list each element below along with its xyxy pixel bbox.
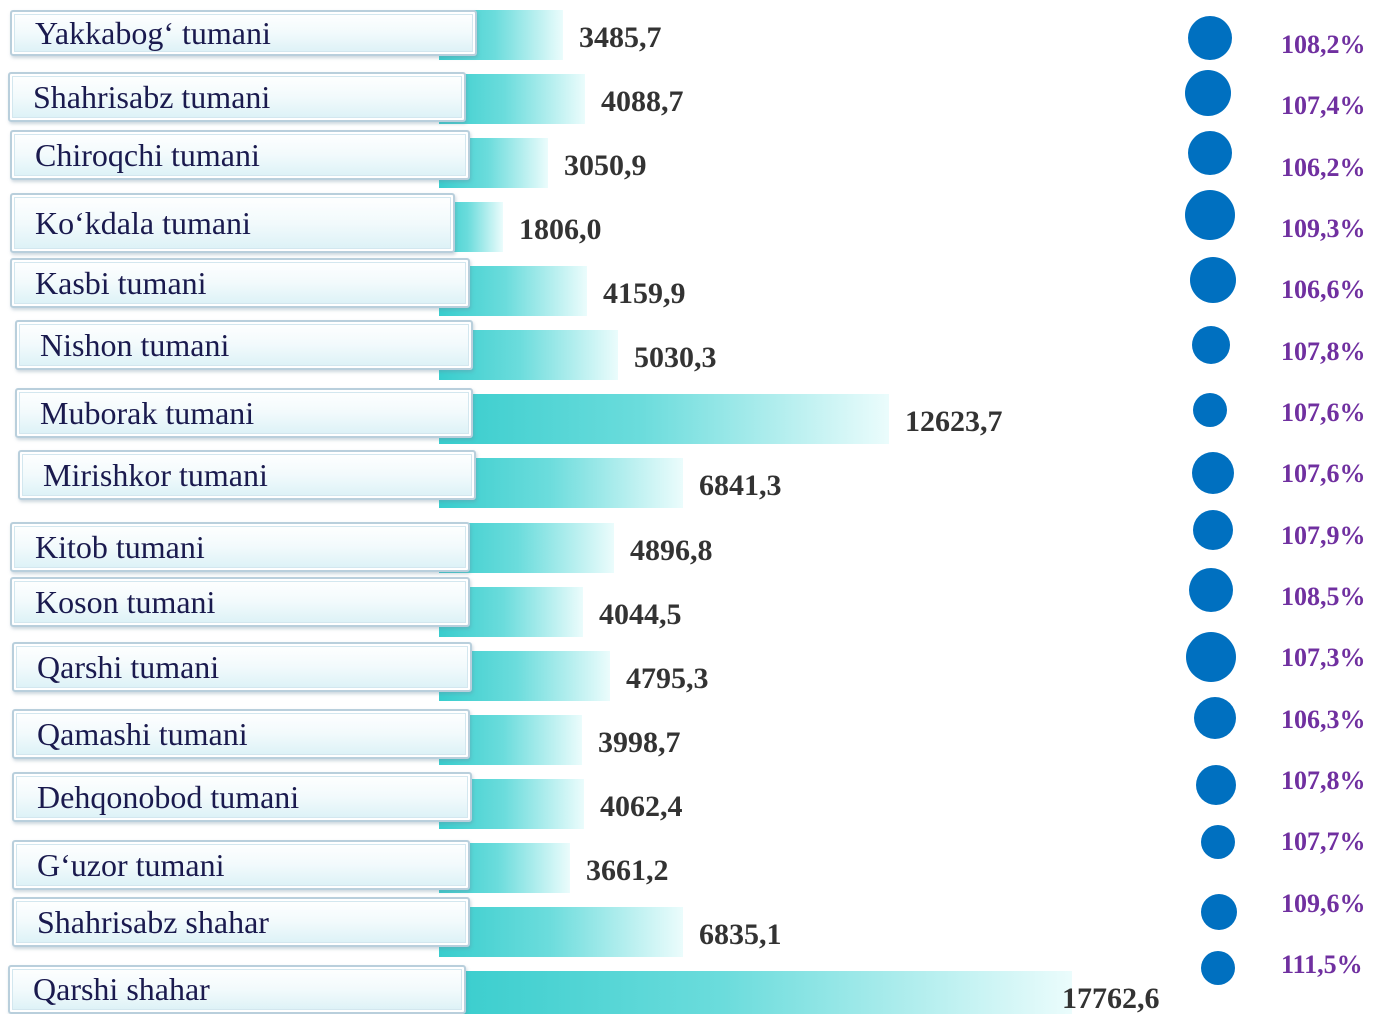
bar-value-label: 1806,0 xyxy=(519,213,602,246)
growth-percent-label: 107,7% xyxy=(1281,827,1366,856)
category-label: Qarshi tumani xyxy=(12,642,472,692)
growth-percent-label: 107,3% xyxy=(1281,643,1366,672)
category-label: G‘uzor tumani xyxy=(12,840,470,890)
category-label: Chiroqchi tumani xyxy=(10,130,470,180)
growth-percent-label: 107,9% xyxy=(1281,521,1366,550)
bar-value-label: 17762,6 xyxy=(1062,982,1160,1014)
marker-dot xyxy=(1185,70,1231,116)
bar-value-label: 4062,4 xyxy=(600,790,683,823)
growth-percent-label: 106,2% xyxy=(1281,153,1366,182)
bar-value-label: 12623,7 xyxy=(905,405,1003,438)
marker-dot xyxy=(1196,765,1236,805)
growth-percent-label: 107,6% xyxy=(1281,398,1366,427)
category-label: Ko‘kdala tumani xyxy=(10,193,455,253)
bar-value-label: 4088,7 xyxy=(601,85,684,118)
growth-percent-label: 111,5% xyxy=(1281,950,1363,979)
growth-percent-label: 109,6% xyxy=(1281,889,1366,918)
marker-dot xyxy=(1193,393,1227,427)
marker-dot xyxy=(1201,825,1235,859)
bar xyxy=(439,907,683,957)
growth-percent-label: 106,3% xyxy=(1281,705,1366,734)
growth-percent-label: 107,4% xyxy=(1281,91,1366,120)
bar-value-label: 3485,7 xyxy=(579,21,662,54)
bar-value-label: 6835,1 xyxy=(699,918,782,951)
marker-dot xyxy=(1188,16,1232,60)
marker-dot xyxy=(1201,894,1237,930)
marker-dot xyxy=(1185,190,1235,240)
bar-value-label: 6841,3 xyxy=(699,469,782,502)
growth-percent-label: 107,6% xyxy=(1281,459,1366,488)
marker-dot xyxy=(1188,131,1232,175)
category-label: Kasbi tumani xyxy=(10,258,470,308)
category-label: Shahrisabz tumani xyxy=(8,72,466,122)
bar-value-label: 3661,2 xyxy=(586,854,669,887)
bar xyxy=(439,394,889,444)
category-label: Dehqonobod tumani xyxy=(12,772,472,822)
marker-dot xyxy=(1189,568,1233,612)
category-label: Kitob tumani xyxy=(10,522,470,572)
bar-value-label: 4896,8 xyxy=(630,534,713,567)
marker-dot xyxy=(1186,632,1236,682)
marker-dot xyxy=(1201,951,1235,985)
growth-percent-label: 108,5% xyxy=(1281,582,1366,611)
growth-percent-label: 107,8% xyxy=(1281,766,1366,795)
bar xyxy=(439,458,683,508)
category-label: Muborak tumani xyxy=(15,388,473,438)
growth-percent-label: 109,3% xyxy=(1281,214,1366,243)
bar-value-label: 3998,7 xyxy=(598,726,681,759)
category-label: Qamashi tumani xyxy=(12,709,470,759)
category-label: Nishon tumani xyxy=(15,320,473,370)
marker-dot xyxy=(1193,510,1233,550)
marker-dot xyxy=(1190,257,1236,303)
category-label: Shahrisabz shahar xyxy=(12,897,470,947)
growth-percent-label: 106,6% xyxy=(1281,275,1366,304)
bar-value-label: 4159,9 xyxy=(603,277,686,310)
bar-value-label: 4044,5 xyxy=(599,598,682,631)
bar-value-label: 5030,3 xyxy=(634,341,717,374)
marker-dot xyxy=(1192,452,1234,494)
category-label: Yakkabog‘ tumani xyxy=(10,10,477,56)
bar-value-label: 3050,9 xyxy=(564,149,647,182)
category-label: Mirishkor tumani xyxy=(18,450,476,500)
category-label: Qarshi shahar xyxy=(8,965,466,1014)
category-label: Koson tumani xyxy=(10,577,470,627)
growth-percent-label: 107,8% xyxy=(1281,337,1366,366)
marker-dot xyxy=(1194,697,1236,739)
bar-value-label: 4795,3 xyxy=(626,662,709,695)
bar xyxy=(439,971,1072,1014)
marker-dot xyxy=(1192,326,1230,364)
growth-percent-label: 108,2% xyxy=(1281,30,1366,59)
